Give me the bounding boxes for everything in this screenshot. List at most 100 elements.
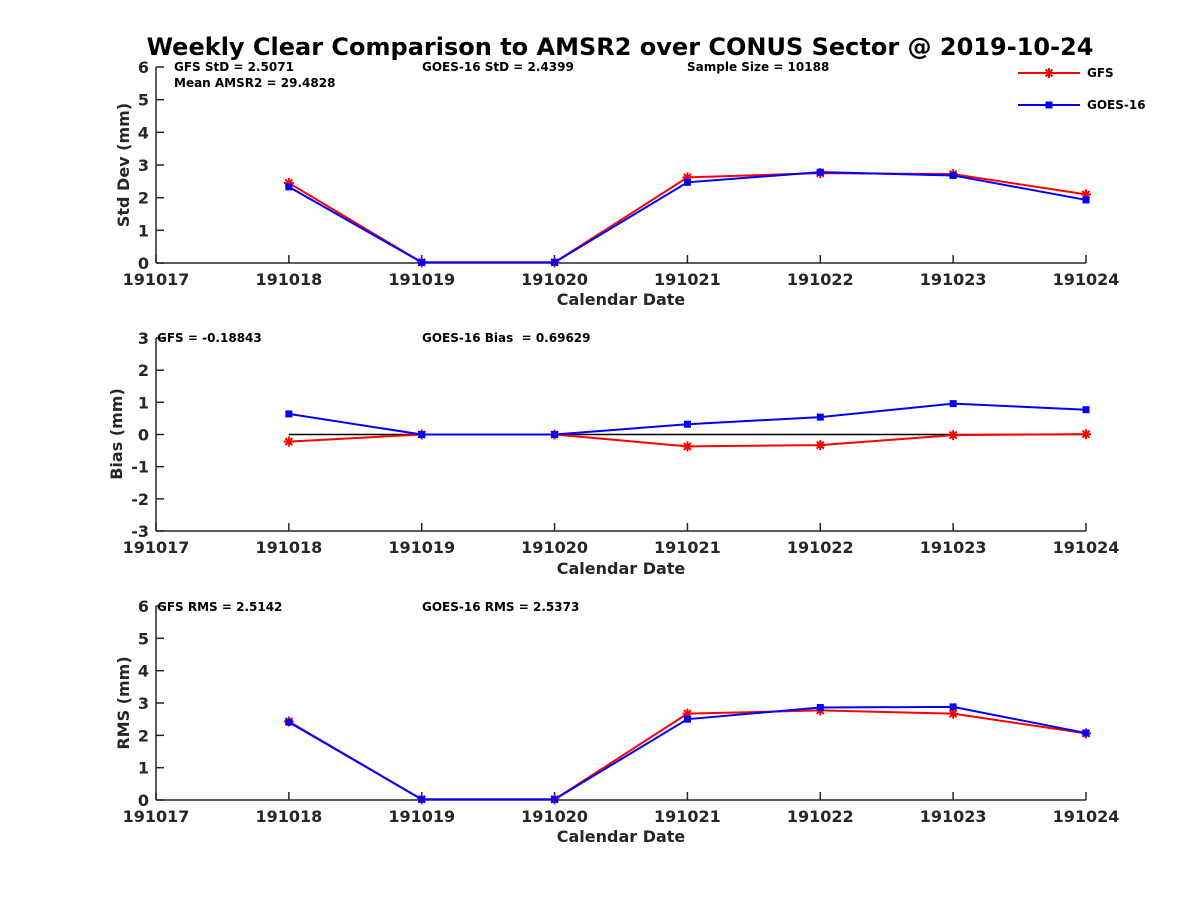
std-x-tick-label: 191022: [787, 270, 854, 289]
bias-x-tick-label: 191019: [388, 538, 455, 557]
rms-point-goes16: [418, 795, 426, 803]
bias-point-goes16: [285, 410, 293, 418]
bias-y-tick-label: -3: [131, 522, 149, 541]
legend-goes16-label: GOES-16: [1087, 98, 1146, 112]
rms-point-goes16: [285, 718, 293, 726]
std-x-tick-label: 191019: [388, 270, 455, 289]
rms-xlabel: Calendar Date: [557, 827, 686, 846]
rms-point-goes16: [816, 704, 824, 712]
rms-y-tick-label: 2: [138, 726, 149, 745]
std-point-goes16: [418, 258, 426, 266]
std-y-tick-label: 4: [138, 123, 149, 142]
rms-axes: 191017 191018 191019 191020 191021 191022 1910…: [123, 597, 1120, 826]
std-x-tick-label: 191018: [255, 270, 322, 289]
std-axes: 191017 191018 191019 191020 191021 191022 1910…: [123, 58, 1120, 289]
bias-y-tick-label: 0: [138, 426, 149, 445]
bias-point-goes16: [949, 400, 957, 408]
rms-x-tick-label: 191021: [654, 807, 721, 826]
rms-x-tick-label: 191018: [255, 807, 322, 826]
chart-title: Weekly Clear Comparison to AMSR2 over CO…: [147, 33, 1094, 61]
bias-y-tick-label: -1: [131, 458, 149, 477]
panel-rms: 191017 191018 191019 191020 191021 191022 1910…: [114, 597, 1119, 846]
legend-entry-goes16: GOES-16: [1018, 98, 1146, 112]
std-y-tick-label: 0: [138, 254, 149, 273]
bias-series-goes16-line: [288, 402, 1087, 436]
rms-y-tick-label: 3: [138, 694, 149, 713]
std-point-goes16: [551, 258, 559, 266]
bias-point-gfs: [682, 441, 693, 452]
std-y-tick-label: 5: [138, 91, 149, 110]
std-point-goes16: [949, 171, 957, 179]
std-annotation-goes16: GOES-16 StD = 2.4399: [422, 60, 574, 74]
legend-entry-gfs: GFS: [1018, 66, 1114, 80]
std-y-tick-label: 3: [138, 156, 149, 175]
bias-x-tick-label: 191024: [1053, 538, 1120, 557]
rms-series-gfs-line: [288, 709, 1087, 801]
panel-std: 191017 191018 191019 191020 191021 191022 1910…: [114, 58, 1119, 309]
bias-point-goes16: [418, 431, 426, 438]
rms-x-tick-label: 191020: [521, 807, 588, 826]
rms-y-tick-label: 4: [138, 662, 149, 681]
rms-x-tick-label: 191022: [787, 807, 854, 826]
std-x-tick-label: 191017: [123, 270, 190, 289]
bias-point-goes16: [551, 431, 559, 438]
rms-annotation-gfs: GFS RMS = 2.5142: [157, 600, 282, 614]
rms-x-tick-label: 191019: [388, 807, 455, 826]
rms-y-tick-label: 0: [138, 791, 149, 810]
std-annotation-mean-amsr2: Mean AMSR2 = 29.4828: [174, 76, 335, 90]
std-x-tick-label: 191021: [654, 270, 721, 289]
legend-gfs-label: GFS: [1087, 66, 1114, 80]
std-point-goes16: [683, 178, 691, 186]
std-x-tick-label: 191024: [1053, 270, 1120, 289]
bias-ylabel: Bias (mm): [107, 388, 126, 480]
bias-y-tick-label: 2: [138, 361, 149, 380]
std-ylabel: Std Dev (mm): [114, 103, 133, 227]
std-xlabel: Calendar Date: [557, 290, 686, 309]
bias-annotation-gfs: GFS = -0.18843: [157, 331, 262, 345]
bias-point-goes16: [1082, 406, 1090, 414]
std-point-goes16: [816, 168, 824, 176]
std-y-tick-label: 2: [138, 189, 149, 208]
std-y-tick-label: 6: [138, 58, 149, 77]
bias-axes: 191017 191018 191019 191020 191021 191022 1910…: [123, 329, 1120, 557]
legend: GFS GOES-16: [1018, 66, 1146, 112]
bias-xlabel: Calendar Date: [557, 559, 686, 578]
bias-point-gfs: [815, 440, 826, 451]
rms-x-tick-label: 191017: [123, 807, 190, 826]
rms-point-goes16: [1082, 729, 1090, 737]
std-series: [283, 168, 1091, 268]
rms-series: [283, 703, 1091, 805]
bias-x-tick-label: 191017: [123, 538, 190, 557]
bias-x-tick-label: 191023: [920, 538, 987, 557]
bias-x-tick-label: 191022: [787, 538, 854, 557]
rms-y-tick-label: 6: [138, 597, 149, 616]
rms-y-tick-label: 1: [138, 759, 149, 778]
std-annotation-gfs: GFS StD = 2.5071: [174, 60, 294, 74]
rms-annotation-goes16: GOES-16 RMS = 2.5373: [422, 600, 579, 614]
bias-y-tick-label: 1: [138, 393, 149, 412]
bias-series: [283, 400, 1091, 452]
panel-bias: 191017 191018 191019 191020 191021 191022 1910…: [107, 329, 1119, 578]
std-series-gfs-line: [288, 172, 1087, 264]
std-y-tick-label: 1: [138, 221, 149, 240]
bias-x-tick-label: 191021: [654, 538, 721, 557]
rms-point-goes16: [949, 703, 957, 711]
rms-ylabel: RMS (mm): [114, 656, 133, 749]
legend-gfs-marker: [1044, 68, 1054, 78]
bias-point-goes16: [816, 413, 824, 421]
bias-y-tick-label: -2: [131, 490, 149, 509]
std-point-goes16: [285, 183, 293, 191]
bias-y-tick-label: 3: [138, 329, 149, 348]
bias-x-tick-label: 191020: [521, 538, 588, 557]
bias-point-goes16: [683, 420, 691, 428]
std-x-tick-label: 191023: [920, 270, 987, 289]
rms-point-goes16: [683, 715, 691, 723]
bias-annotation-goes16: GOES-16 Bias = 0.69629: [422, 331, 591, 345]
bias-point-gfs: [283, 436, 294, 447]
rms-x-tick-label: 191024: [1053, 807, 1120, 826]
legend-goes16-marker: [1045, 101, 1053, 109]
rms-y-tick-label: 5: [138, 629, 149, 648]
rms-x-tick-label: 191023: [920, 807, 987, 826]
bias-x-tick-label: 191018: [255, 538, 322, 557]
std-annotation-sample-size: Sample Size = 10188: [687, 60, 829, 74]
